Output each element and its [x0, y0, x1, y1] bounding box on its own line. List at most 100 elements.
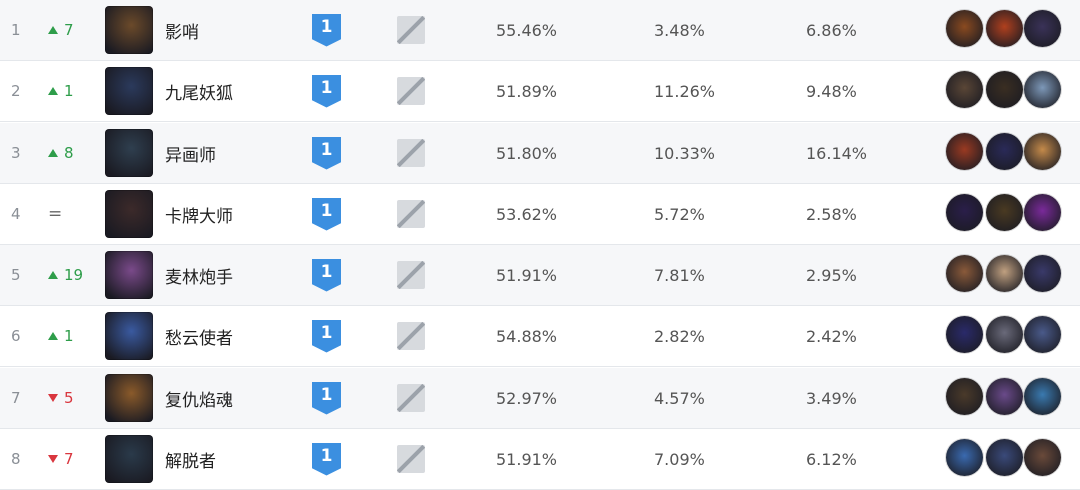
counter-champion-icon[interactable] — [986, 71, 1023, 108]
pick-rate: 2.82% — [654, 326, 705, 346]
ban-rate: 2.42% — [806, 326, 857, 346]
table-row[interactable]: 6 1 愁云使者 1 54.88% 2.82% 2.42% — [0, 306, 1080, 367]
counter-champion-icon[interactable] — [986, 378, 1023, 415]
table-row[interactable]: 1 7 影哨 1 55.46% 3.48% 6.86% — [0, 0, 1080, 61]
counter-champion-icon[interactable] — [1024, 255, 1061, 292]
counter-champion-icon[interactable] — [1024, 71, 1061, 108]
triangle-down-icon — [48, 394, 58, 402]
win-rate: 55.46% — [496, 20, 558, 40]
triangle-up-icon — [48, 87, 58, 95]
win-rate: 51.89% — [496, 81, 558, 101]
tier-badge: 1 — [312, 429, 341, 489]
champion-portrait[interactable] — [105, 374, 153, 422]
champion-name[interactable]: 麦林炮手 — [165, 267, 233, 288]
pick-rate: 11.26% — [654, 81, 716, 101]
pick-rate: 3.48% — [654, 20, 705, 40]
counter-champion-icon[interactable] — [1024, 378, 1061, 415]
triangle-up-icon — [48, 149, 58, 157]
champion-name[interactable]: 卡牌大师 — [165, 206, 233, 227]
rank-change: 19 — [64, 266, 84, 284]
counter-champion-icon[interactable] — [946, 378, 983, 415]
counter-champion-icon[interactable] — [1024, 316, 1061, 353]
champion-name[interactable]: 解脱者 — [165, 451, 216, 472]
rank-trend: 19 — [48, 245, 83, 305]
champion-name[interactable]: 异画师 — [165, 145, 216, 166]
tier-shield-icon: 1 — [312, 197, 341, 231]
champion-portrait[interactable] — [105, 190, 153, 238]
rank-trend: 7 — [48, 0, 74, 60]
rank-trend: 5 — [48, 368, 74, 428]
champion-portrait[interactable] — [105, 129, 153, 177]
pick-rate: 5.72% — [654, 204, 705, 224]
counter-champion-icon[interactable] — [986, 10, 1023, 47]
counter-champion-icon[interactable] — [946, 255, 983, 292]
counter-champion-icon[interactable] — [946, 316, 983, 353]
champion-portrait[interactable] — [105, 435, 153, 483]
rank-number: 8 — [11, 450, 21, 468]
counter-champion-icon[interactable] — [946, 133, 983, 170]
counter-champion-icon[interactable] — [986, 255, 1023, 292]
champion-portrait[interactable] — [105, 312, 153, 360]
win-rate: 51.80% — [496, 143, 558, 163]
ban-rate: 2.95% — [806, 265, 857, 285]
tier-badge: 1 — [312, 245, 341, 305]
counter-champion-icon[interactable] — [1024, 10, 1061, 47]
rank-change: 1 — [64, 327, 74, 345]
tier-shield-icon: 1 — [312, 74, 341, 108]
champion-name[interactable]: 复仇焰魂 — [165, 390, 233, 411]
tier-shield-icon: 1 — [312, 13, 341, 47]
pick-rate: 4.57% — [654, 388, 705, 408]
win-rate: 54.88% — [496, 326, 558, 346]
champion-name[interactable]: 影哨 — [165, 22, 199, 43]
table-row[interactable]: 2 1 九尾妖狐 1 51.89% 11.26% 9.48% — [0, 61, 1080, 122]
rank-number: 1 — [11, 21, 21, 39]
table-row[interactable]: 7 5 复仇焰魂 1 52.97% 4.57% 3.49% — [0, 368, 1080, 429]
champion-portrait[interactable] — [105, 251, 153, 299]
tier-badge: 1 — [312, 184, 341, 244]
tier-badge: 1 — [312, 123, 341, 183]
tier-shield-icon: 1 — [312, 442, 341, 476]
champion-portrait[interactable] — [105, 6, 153, 54]
table-row[interactable]: 4 = 卡牌大师 1 53.62% 5.72% 2.58% — [0, 184, 1080, 245]
counter-champion-icon[interactable] — [986, 133, 1023, 170]
rank-trend: = — [48, 184, 62, 244]
ban-rate: 2.58% — [806, 204, 857, 224]
counter-champion-icon[interactable] — [1024, 439, 1061, 476]
tier-badge: 1 — [312, 368, 341, 428]
counter-champion-icon[interactable] — [946, 10, 983, 47]
champion-name[interactable]: 愁云使者 — [165, 328, 233, 349]
counter-champion-icon[interactable] — [986, 316, 1023, 353]
table-row[interactable]: 5 19 麦林炮手 1 51.91% 7.81% 2.95% — [0, 245, 1080, 306]
counter-champion-icon[interactable] — [986, 439, 1023, 476]
champion-name[interactable]: 九尾妖狐 — [165, 83, 233, 104]
ban-rate: 16.14% — [806, 143, 868, 163]
tier-badge: 1 — [312, 61, 341, 121]
lane-icon — [397, 184, 425, 244]
tier-shield-icon: 1 — [312, 136, 341, 170]
champion-portrait[interactable] — [105, 67, 153, 115]
tier-badge: 1 — [312, 0, 341, 60]
ban-rate: 3.49% — [806, 388, 857, 408]
tier-badge: 1 — [312, 306, 341, 366]
ban-rate: 6.12% — [806, 449, 857, 469]
ban-rate: 6.86% — [806, 20, 857, 40]
rank-trend: 8 — [48, 123, 74, 183]
rank-change: 8 — [64, 144, 74, 162]
counter-champion-icon[interactable] — [946, 194, 983, 231]
counter-champion-icon[interactable] — [946, 71, 983, 108]
rank-number: 5 — [11, 266, 21, 284]
tier-shield-icon: 1 — [312, 258, 341, 292]
rank-change: 5 — [64, 389, 74, 407]
counter-champion-icon[interactable] — [1024, 133, 1061, 170]
rank-change: 7 — [64, 21, 74, 39]
counter-champion-icon[interactable] — [946, 439, 983, 476]
win-rate: 52.97% — [496, 388, 558, 408]
table-row[interactable]: 8 7 解脱者 1 51.91% 7.09% 6.12% — [0, 429, 1080, 490]
counter-champion-icon[interactable] — [986, 194, 1023, 231]
table-row[interactable]: 3 8 异画师 1 51.80% 10.33% 16.14% — [0, 123, 1080, 184]
win-rate: 51.91% — [496, 449, 558, 469]
counter-champion-icon[interactable] — [1024, 194, 1061, 231]
rank-change: 7 — [64, 450, 74, 468]
lane-icon — [397, 123, 425, 183]
pick-rate: 10.33% — [654, 143, 716, 163]
